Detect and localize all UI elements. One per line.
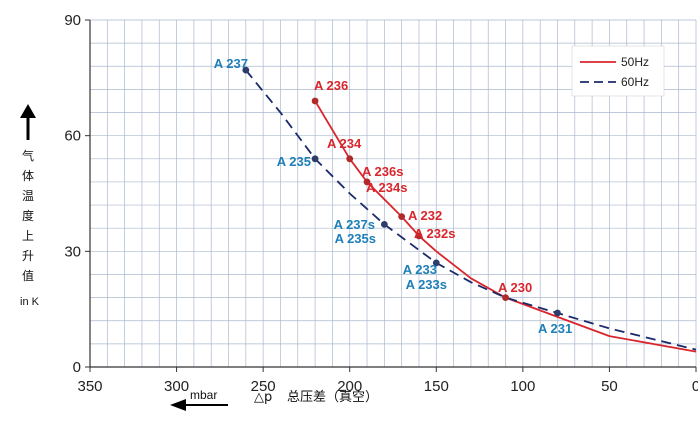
model-label: A 232s [414, 226, 455, 241]
y-axis-arrowhead [20, 104, 36, 118]
data-point [380, 220, 388, 228]
x-axis-title: mbar △p 总压差（真空） [170, 388, 378, 411]
x-tick-label: 50 [601, 378, 618, 395]
x-tick-label: 200 [337, 378, 362, 395]
data-point [311, 155, 319, 163]
model-label: A 234 [327, 136, 362, 151]
data-point [554, 309, 561, 317]
legend-label-50hz: 50Hz [621, 55, 649, 69]
series-line-50hz [314, 100, 697, 353]
legend: 50Hz 60Hz [571, 45, 665, 97]
model-label: A 235s [335, 231, 376, 246]
model-label: A 231 [538, 321, 572, 336]
model-label: A 236s [362, 164, 403, 179]
data-point [242, 66, 250, 74]
legend-label-60hz: 60Hz [621, 75, 649, 89]
y-tick-label: 30 [64, 243, 81, 260]
data-point [311, 97, 319, 105]
model-label: A 237s [334, 217, 375, 232]
y-axis-label-char: 升 [22, 249, 34, 263]
model-label: A 230 [498, 280, 532, 295]
y-axis-label-char: 度 [22, 208, 34, 223]
x-tick-label: 150 [424, 378, 449, 395]
data-point [432, 259, 440, 267]
x-tick-label: 0 [692, 378, 698, 395]
y-axis-unit: in K [20, 296, 40, 308]
x-tick-label: 350 [77, 378, 102, 395]
y-axis-label-char: 上 [22, 229, 34, 243]
axes [85, 19, 697, 372]
y-axis-label-char: 气 [22, 148, 34, 163]
tick-labels: 350 300 250 200 150 100 50 0 0 30 60 90 [64, 12, 698, 395]
model-label: A 235 [277, 154, 311, 169]
data-point [363, 178, 371, 186]
y-tick-label: 90 [64, 12, 81, 29]
legend-box [571, 45, 665, 97]
x-axis-unit: mbar [190, 388, 217, 402]
model-label: A 237 [214, 56, 248, 71]
y-axis-label-char: 值 [22, 268, 34, 283]
x-axis-symbol: △p [254, 390, 272, 405]
y-axis-label-char: 温 [22, 189, 34, 203]
data-point [502, 294, 509, 301]
x-tick-label: 300 [164, 378, 189, 395]
model-label: A 232 [408, 208, 442, 223]
y-tick-label: 60 [64, 128, 81, 145]
y-tick-label: 0 [73, 359, 81, 376]
data-points [242, 66, 561, 317]
data-point [415, 232, 423, 240]
x-tick-label: 250 [251, 378, 276, 395]
model-label: A 233 [403, 262, 437, 277]
y-axis-label-char: 体 [22, 169, 34, 183]
x-axis-label: 总压差（真空） [287, 390, 378, 405]
model-label: A 233s [406, 277, 447, 292]
data-point [398, 213, 406, 221]
x-axis-arrowhead [170, 399, 186, 411]
model-label: A 236 [314, 78, 348, 93]
model-label: A 234s [366, 180, 407, 195]
data-point [346, 155, 354, 163]
x-tick-label: 100 [510, 378, 535, 395]
